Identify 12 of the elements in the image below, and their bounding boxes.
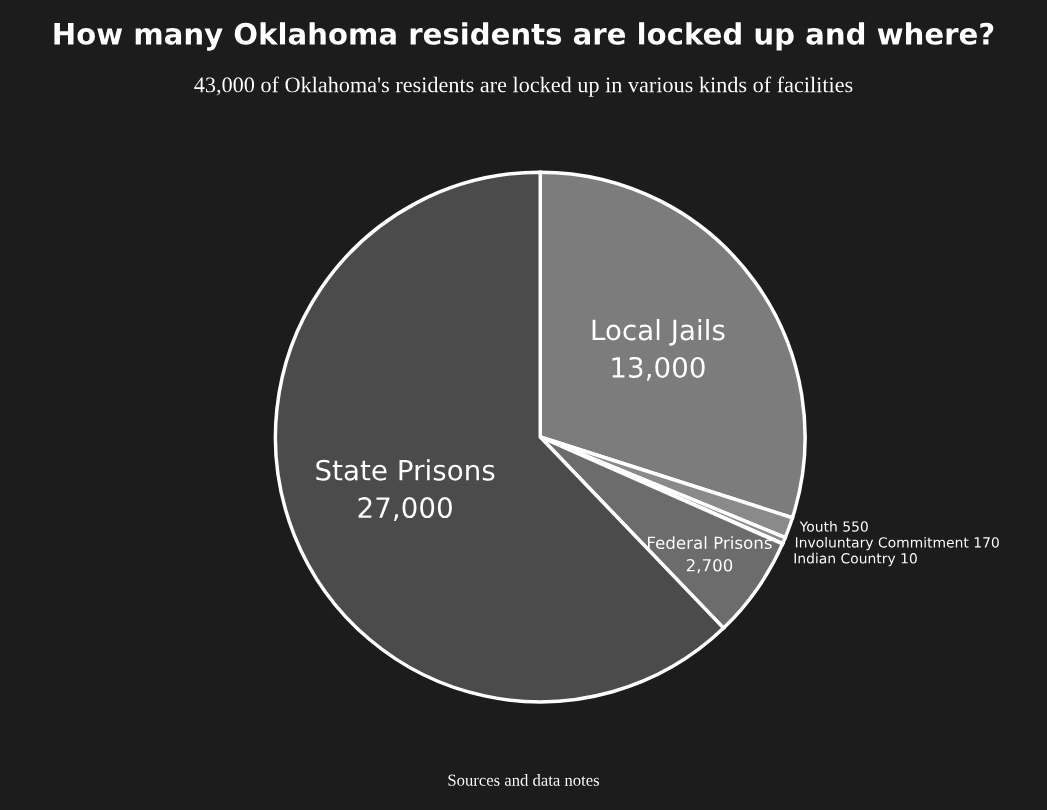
slice-label: Federal Prisons — [648, 536, 772, 550]
slice-label: Indian Country 10 — [794, 552, 917, 567]
chart-title: How many Oklahoma residents are locked up and where? — [54, 22, 994, 51]
slice-label: Youth 550 — [799, 521, 868, 532]
data-label: 27,000 — [358, 497, 452, 521]
slice-label: Involuntary Commitment 170 — [795, 536, 999, 551]
slice-label: Local Jails — [592, 318, 725, 346]
source-note: Sources and data notes — [448, 774, 600, 786]
chart-subtitle: 43,000 of Oklahoma's residents are locked up in various kinds of facilities — [194, 76, 853, 97]
data-label: 13,000 — [612, 356, 705, 381]
data-label: 2,700 — [686, 558, 733, 574]
slice-label: State Prisons — [316, 459, 495, 481]
